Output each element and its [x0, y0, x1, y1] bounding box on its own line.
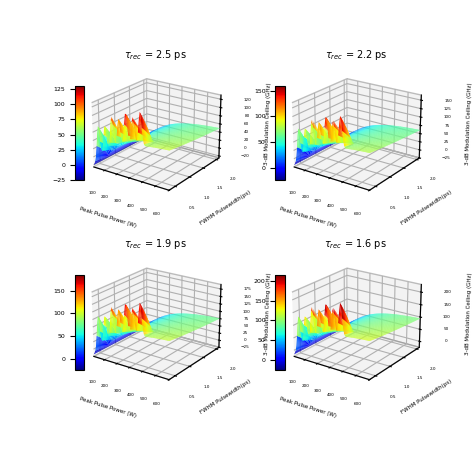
Y-axis label: FWHM Pulsewidth(ps): FWHM Pulsewidth(ps): [200, 379, 252, 415]
X-axis label: Peak Pulse Power (W): Peak Pulse Power (W): [279, 396, 337, 418]
Title: $\tau_{rec}$ = 1.6 ps: $\tau_{rec}$ = 1.6 ps: [324, 238, 387, 252]
X-axis label: Peak Pulse Power (W): Peak Pulse Power (W): [79, 396, 137, 418]
Title: $\tau_{rec}$ = 1.9 ps: $\tau_{rec}$ = 1.9 ps: [124, 238, 187, 252]
Y-axis label: FWHM Pulsewidth(ps): FWHM Pulsewidth(ps): [400, 379, 453, 415]
X-axis label: Peak Pulse Power (W): Peak Pulse Power (W): [279, 206, 337, 229]
Y-axis label: FWHM Pulsewidth(ps): FWHM Pulsewidth(ps): [200, 189, 252, 226]
X-axis label: Peak Pulse Power (W): Peak Pulse Power (W): [79, 206, 137, 229]
Y-axis label: FWHM Pulsewidth(ps): FWHM Pulsewidth(ps): [400, 189, 453, 226]
Title: $\tau_{rec}$ = 2.2 ps: $\tau_{rec}$ = 2.2 ps: [325, 48, 387, 62]
Title: $\tau_{rec}$ = 2.5 ps: $\tau_{rec}$ = 2.5 ps: [124, 48, 187, 62]
